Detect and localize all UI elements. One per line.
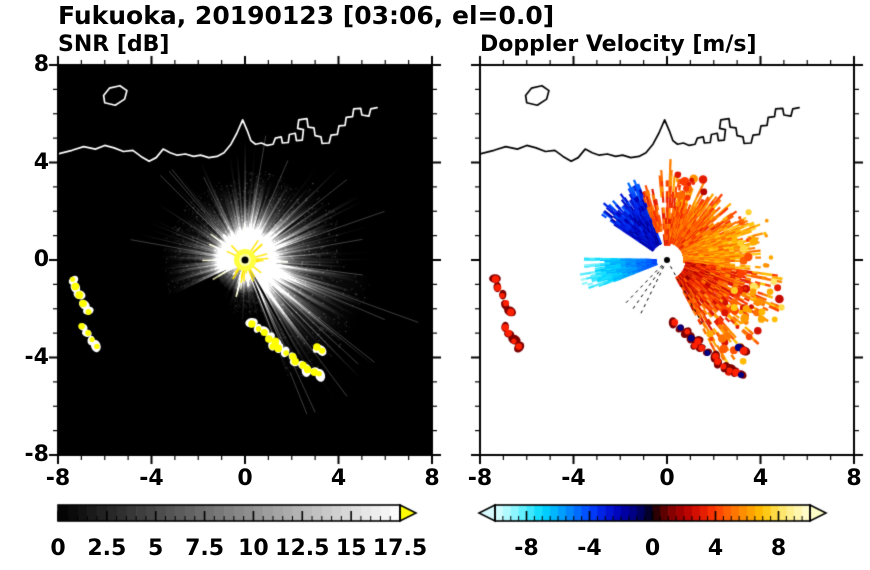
figure-title: Fukuoka, 20190123 [03:06, el=0.0]	[58, 1, 555, 30]
velocity-ppi-canvas	[480, 65, 854, 455]
x-tick-label: 4	[752, 466, 769, 491]
x-tick-label: 0	[237, 466, 253, 491]
x-tick-label: -4	[139, 466, 164, 491]
colorbar-tick-label: 4	[707, 536, 724, 561]
y-tick-label: 8	[33, 52, 49, 77]
colorbar-tick-label: 7.5	[185, 536, 225, 561]
colorbar-tick-label: -8	[514, 536, 539, 561]
colorbar-tick-label: 10	[238, 536, 269, 561]
colorbar-tick-label: 0	[644, 536, 661, 561]
x-tick-label: 8	[424, 466, 440, 491]
colorbar-tick-label: 17.5	[372, 536, 428, 561]
colorbar-tick-label: 12.5	[275, 536, 330, 561]
y-tick-label: 0	[33, 247, 49, 272]
snr-ppi-canvas	[58, 65, 432, 455]
x-tick-label: -4	[561, 466, 586, 491]
colorbar-tick-label: 15	[335, 536, 367, 561]
snr-panel-title: SNR [dB]	[58, 32, 170, 57]
x-tick-label: -8	[45, 466, 71, 491]
x-tick-label: -8	[467, 466, 493, 491]
x-tick-label: 4	[330, 466, 347, 491]
velocity-panel-title: Doppler Velocity [m/s]	[480, 32, 757, 57]
colorbar-tick-label: 5	[148, 536, 164, 561]
colorbar-tick-label: 0	[50, 536, 66, 561]
colorbar-tick-label: 2.5	[87, 536, 127, 561]
y-tick-label: -8	[24, 442, 49, 467]
colorbar-tick-label: -4	[577, 536, 602, 561]
y-tick-label: 4	[33, 149, 49, 175]
x-tick-label: 8	[846, 466, 862, 491]
colorbar-tick-label: 8	[770, 536, 787, 561]
x-tick-label: 0	[659, 466, 675, 491]
y-tick-label: -4	[24, 344, 49, 370]
